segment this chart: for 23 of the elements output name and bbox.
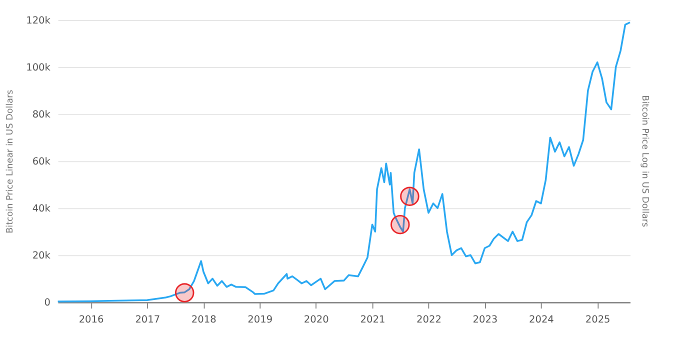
y-tick-label: 0 <box>44 298 50 309</box>
x-tick-label: 2020 <box>304 314 329 326</box>
y-axis-title: Bitcoin Price Linear in US Dollars <box>5 89 16 234</box>
point <box>390 214 410 234</box>
y-tick-label: 100k <box>26 62 51 74</box>
x-tick-label: 2016 <box>78 314 104 326</box>
line-series <box>56 21 631 302</box>
y-tick-label: 80k <box>32 110 51 120</box>
y-tick-label: 20k <box>32 250 51 262</box>
x-tick-label: 2018 <box>191 314 216 326</box>
x-tick-label: 2021 <box>360 314 386 326</box>
y-tick-label: 40k <box>32 204 51 215</box>
point <box>400 186 420 206</box>
point <box>174 283 194 302</box>
x-tick-label: 2024 <box>528 314 554 326</box>
y-tick-label: 120k <box>26 15 51 26</box>
x-tick-label: 2019 <box>248 314 273 326</box>
x-tick-label: 2025 <box>585 314 610 326</box>
x-tick-label: 2017 <box>135 314 160 326</box>
x-tick-label: 2022 <box>416 314 442 326</box>
x-tick-label: 2023 <box>472 314 498 326</box>
y2-axis-title: Bitcoin Price Log in US Dollars <box>640 95 650 228</box>
y-tick-label: 60k <box>32 156 51 168</box>
